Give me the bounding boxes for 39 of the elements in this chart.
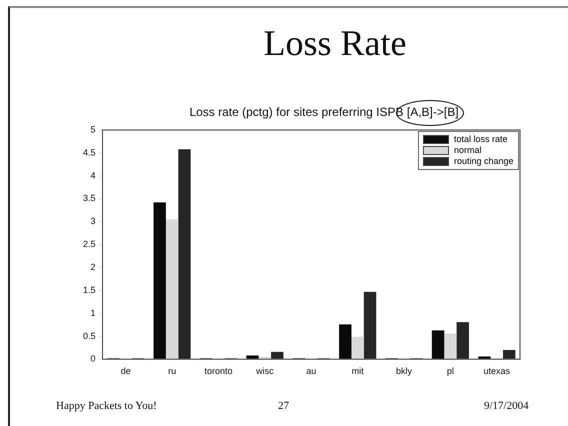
y-tick-label: 0 — [90, 354, 96, 364]
x-tick-label: bkly — [396, 366, 413, 376]
bar — [351, 336, 364, 359]
legend-label: routing change — [454, 156, 514, 167]
y-tick-label: 0.5 — [82, 330, 96, 341]
legend-label: total loss rate — [454, 134, 508, 145]
y-tick-label: 1.5 — [82, 284, 96, 295]
bar — [178, 149, 191, 359]
text: Happy Packets to You! — [56, 400, 157, 412]
bar — [339, 324, 352, 359]
y-tick-label: 5 — [90, 124, 96, 134]
bar — [246, 356, 259, 359]
y-tick-label: 4 — [90, 170, 96, 180]
bar — [432, 330, 444, 359]
chart-title: Loss Rate — [262, 22, 408, 64]
bar — [364, 292, 376, 359]
y-tick-label: 3 — [90, 216, 96, 226]
y-tick-label: 2.5 — [82, 239, 96, 250]
text: 27 — [278, 400, 289, 412]
bar — [154, 202, 166, 359]
bar — [444, 334, 457, 359]
y-tick-label: 3.5 — [82, 193, 96, 204]
x-tick-label: pl — [446, 366, 454, 376]
text: 9/17/2004 — [484, 400, 529, 412]
x-tick-label: de — [120, 366, 131, 376]
legend-label: normal — [454, 145, 482, 156]
bar — [502, 350, 516, 359]
x-tick-label: au — [306, 366, 316, 376]
x-tick-label: wisc — [255, 366, 274, 376]
x-tick-label: utexas — [484, 366, 511, 376]
bar — [166, 219, 178, 359]
x-tick-label: ru — [168, 366, 176, 376]
y-tick-label: 1 — [90, 308, 96, 318]
bar — [456, 322, 469, 359]
x-tick-label: mit — [352, 366, 364, 376]
y-tick-label: 2 — [90, 262, 96, 272]
y-tick-label: 4.5 — [82, 147, 96, 158]
x-tick-label: toronto — [204, 366, 232, 376]
bar — [271, 352, 284, 359]
